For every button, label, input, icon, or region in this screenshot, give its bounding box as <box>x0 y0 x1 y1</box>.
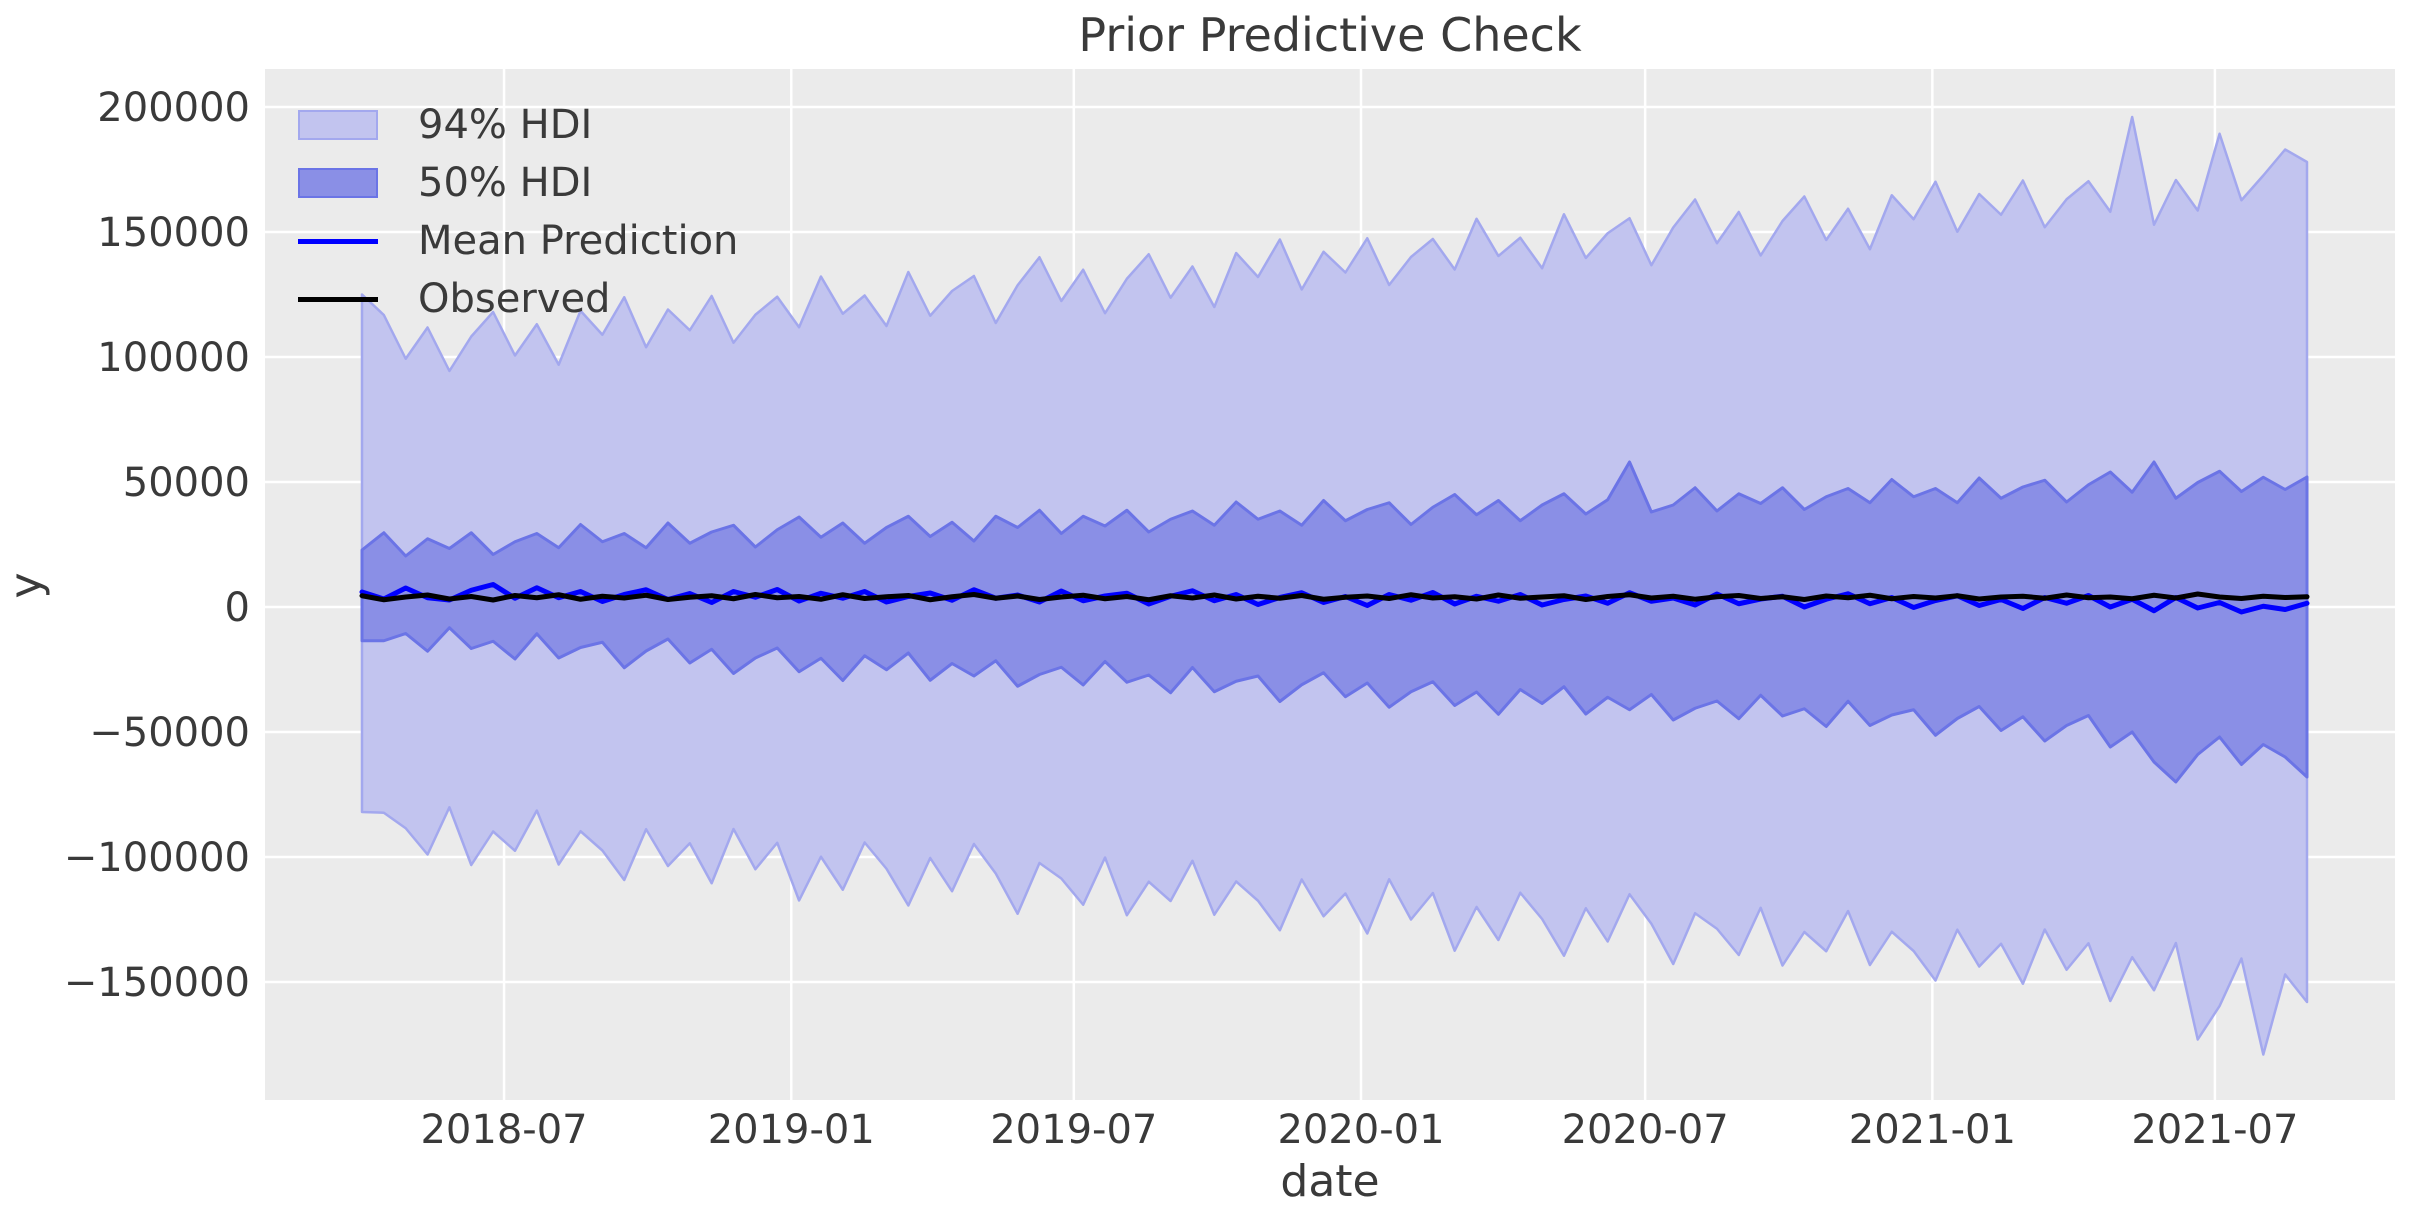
y-tick-label: 0 <box>225 585 250 631</box>
x-tick-label: 2019-07 <box>990 1107 1157 1153</box>
x-axis-label: date <box>1280 1156 1380 1207</box>
chart-title: Prior Predictive Check <box>1078 8 1582 62</box>
legend-item-94-hdi: 94% HDI <box>298 96 738 154</box>
y-tick-label: 200000 <box>97 85 250 131</box>
legend-item-50-hdi: 50% HDI <box>298 154 738 212</box>
x-tick-label: 2021-01 <box>1849 1107 2016 1153</box>
legend-item-mean: Mean Prediction <box>298 212 738 270</box>
hdi94-swatch-icon <box>298 110 378 140</box>
y-tick-label: −100000 <box>64 835 250 881</box>
y-tick-label: −50000 <box>89 710 250 756</box>
mean-line-icon <box>298 238 378 244</box>
x-tick-label: 2019-01 <box>708 1107 875 1153</box>
x-tick-label: 2020-07 <box>1562 1107 1729 1153</box>
x-tick-label: 2021-07 <box>2131 1107 2298 1153</box>
legend-label: 50% HDI <box>418 160 593 206</box>
legend: 94% HDI 50% HDI Mean Prediction Observed <box>298 96 738 328</box>
hdi50-band <box>360 460 2309 784</box>
y-axis-label: y <box>0 572 52 599</box>
x-tick-label: 2020-01 <box>1277 1107 1444 1153</box>
x-tick-label: 2018-07 <box>420 1107 587 1153</box>
y-tick-label: 50000 <box>123 460 250 506</box>
observed-line-icon <box>298 296 378 302</box>
observed-line <box>359 591 2310 603</box>
legend-item-observed: Observed <box>298 270 738 328</box>
y-tick-label: 100000 <box>97 335 250 381</box>
y-tick-label: −150000 <box>64 960 250 1006</box>
hdi50-swatch-icon <box>298 168 378 198</box>
y-tick-label: 150000 <box>97 210 250 256</box>
legend-label: 94% HDI <box>418 102 593 148</box>
legend-label: Mean Prediction <box>418 218 739 264</box>
legend-label: Observed <box>418 276 611 322</box>
